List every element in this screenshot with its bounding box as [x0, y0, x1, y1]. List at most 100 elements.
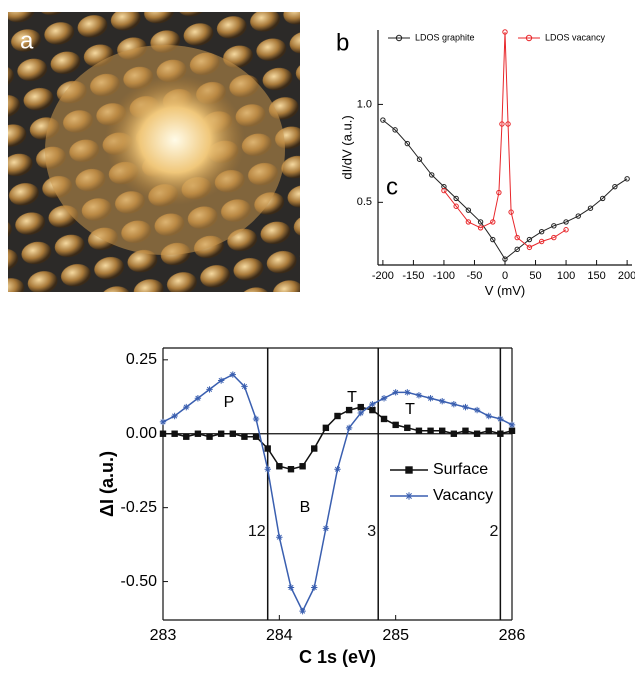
x-tick-label: 286 — [499, 627, 526, 644]
marker — [599, 195, 606, 202]
marker — [357, 409, 364, 417]
marker — [502, 256, 508, 262]
marker — [427, 395, 434, 402]
legend-marker — [395, 34, 403, 42]
marker — [485, 427, 492, 434]
marker — [612, 183, 618, 190]
marker — [485, 412, 492, 420]
marker — [477, 219, 484, 225]
x-tick-label: 150 — [587, 270, 605, 282]
x-tick-label: 285 — [382, 627, 409, 644]
y-axis-label: ΔI (a.u.) — [97, 451, 117, 517]
x-tick-label: 100 — [557, 270, 575, 282]
x-tick-label: -200 — [372, 270, 394, 282]
marker — [241, 383, 248, 390]
marker — [217, 430, 225, 437]
marker — [508, 209, 514, 215]
marker — [473, 430, 481, 437]
marker — [241, 433, 248, 440]
marker — [490, 236, 496, 243]
marker — [357, 403, 364, 411]
x-axis-label: V (mV) — [485, 283, 525, 298]
marker — [404, 140, 411, 147]
marker — [496, 189, 502, 196]
marker — [183, 433, 190, 440]
marker — [380, 415, 388, 423]
marker — [229, 430, 236, 437]
marker — [587, 205, 594, 211]
marker — [514, 246, 520, 253]
marker — [299, 463, 306, 470]
y-tick-label: 0.00 — [126, 425, 157, 442]
marker — [499, 121, 505, 127]
marker — [380, 117, 386, 123]
marker — [502, 29, 508, 35]
stm-image: a — [8, 12, 300, 292]
y-tick-label: 1.0 — [357, 98, 372, 110]
marker — [416, 156, 423, 162]
marker — [229, 371, 236, 378]
marker — [171, 412, 178, 420]
y-axis-label: dI/dV (a.u.) — [339, 115, 354, 179]
panel-label: a — [20, 27, 34, 54]
marker — [497, 415, 504, 423]
marker — [194, 430, 202, 437]
marker — [345, 406, 353, 414]
marker — [206, 433, 213, 440]
marker — [575, 213, 581, 219]
marker — [497, 430, 504, 437]
marker — [505, 121, 511, 127]
marker — [159, 430, 167, 437]
legend-label: Vacancy — [433, 487, 493, 504]
marker — [453, 203, 459, 209]
marker — [563, 219, 569, 225]
y-tick-label: 0.25 — [126, 351, 157, 368]
marker — [563, 227, 569, 233]
marker — [334, 466, 341, 473]
x-tick-label: 284 — [266, 627, 293, 644]
marker — [392, 127, 398, 133]
marker — [287, 584, 295, 591]
series-line — [443, 31, 567, 248]
marker — [276, 463, 283, 470]
legend-label: LDOS graphite — [415, 32, 475, 42]
marker — [415, 427, 423, 434]
marker — [450, 430, 458, 437]
marker-line-label: 2 — [489, 523, 498, 540]
marker — [380, 395, 388, 402]
annotation: B — [300, 499, 311, 516]
x-tick-label: 283 — [150, 627, 177, 644]
x-tick-label: -50 — [467, 270, 483, 282]
marker — [415, 392, 423, 399]
x-tick-label: -150 — [402, 270, 424, 282]
panel-label: b — [336, 29, 349, 56]
legend-label: Surface — [433, 461, 488, 478]
marker — [322, 424, 330, 432]
y-tick-label: -0.25 — [121, 499, 158, 516]
x-tick-label: 200 — [618, 270, 635, 282]
marker — [183, 403, 190, 411]
marker — [252, 433, 260, 440]
marker — [441, 187, 447, 194]
marker — [252, 415, 260, 423]
marker — [439, 427, 446, 434]
marker-line-label: 12 — [248, 523, 266, 540]
marker — [194, 395, 202, 402]
marker — [551, 223, 557, 229]
marker — [311, 584, 318, 591]
marker — [264, 466, 271, 473]
marker — [465, 219, 472, 225]
annotation: T — [347, 389, 357, 406]
marker — [264, 445, 271, 452]
marker — [473, 406, 481, 414]
marker — [322, 525, 330, 532]
marker — [159, 418, 167, 426]
marker — [450, 400, 458, 408]
marker — [526, 236, 533, 243]
marker — [276, 534, 283, 541]
marker — [551, 234, 557, 241]
marker — [392, 421, 399, 429]
panel-label: c — [386, 173, 398, 200]
marker — [439, 398, 446, 405]
series-line — [382, 119, 628, 260]
